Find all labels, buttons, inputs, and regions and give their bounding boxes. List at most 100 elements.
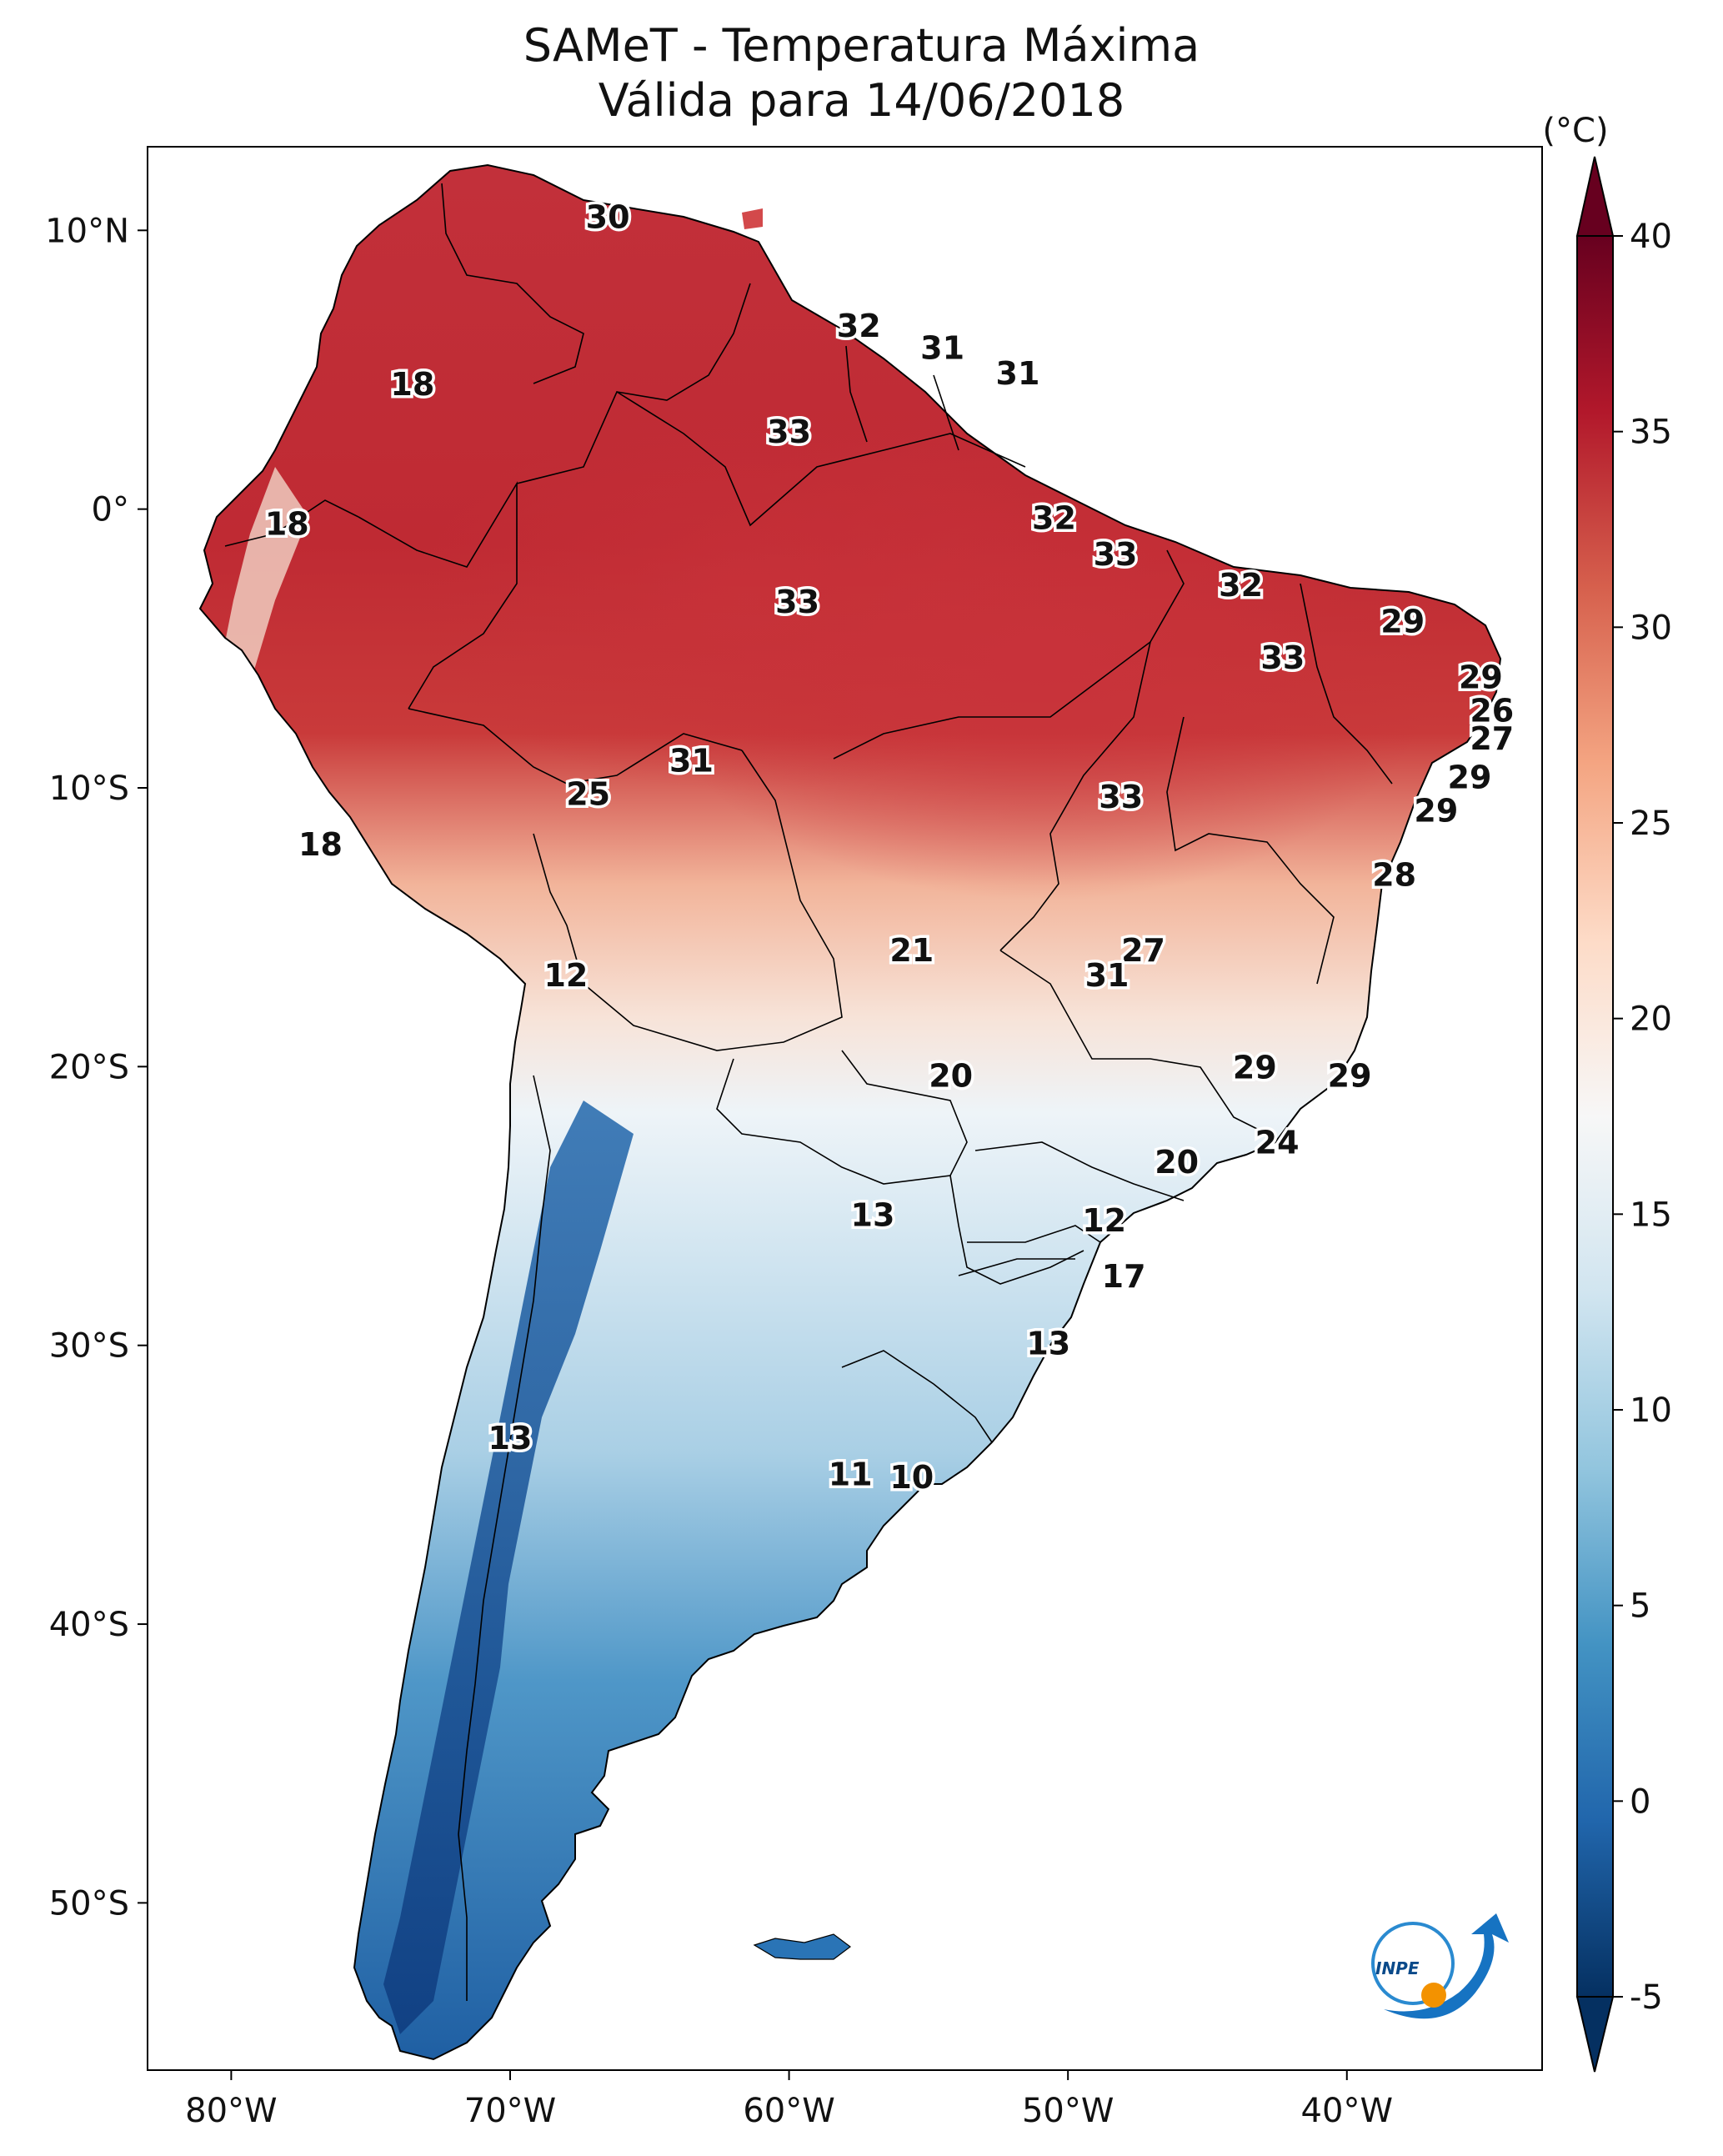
lon-tick-label: 80°W xyxy=(185,2092,277,2130)
temperature-label: 29 xyxy=(1459,659,1503,695)
temperature-label: 29 xyxy=(1448,760,1492,796)
logo-swoosh-icon xyxy=(1384,1913,1509,2019)
border-uruguay xyxy=(841,1350,993,1443)
amazon-warm-core xyxy=(417,409,1084,792)
temperature-label: 18 xyxy=(390,366,434,403)
temperature-label: 31 xyxy=(920,330,964,367)
temperature-label: 33 xyxy=(1099,779,1143,815)
border-guyana-suriname xyxy=(845,345,868,443)
temperature-label: 29 xyxy=(1414,793,1458,830)
colorbar-bottom-arrow xyxy=(1575,1996,1615,2073)
logo-text: INPE xyxy=(1375,1958,1420,1978)
temperature-label: 33 xyxy=(775,584,819,620)
temperature-label: 31 xyxy=(996,355,1040,392)
temperature-label: 32 xyxy=(1032,500,1076,537)
lat-tick-label: 50°S xyxy=(49,1884,129,1923)
temperature-label: 29 xyxy=(1328,1057,1372,1094)
temperature-label: 33 xyxy=(1260,639,1305,676)
temperature-label: 33 xyxy=(1094,536,1138,573)
lon-tick-label: 60°W xyxy=(743,2092,834,2130)
colorbar-tick-label: 25 xyxy=(1630,805,1672,843)
lat-tick-label: 40°S xyxy=(49,1606,129,1644)
falkland-islands xyxy=(753,1933,851,1960)
temperature-label: 13 xyxy=(488,1420,533,1457)
temperature-label: 21 xyxy=(889,932,934,969)
colorbar-tick-label: 20 xyxy=(1630,1000,1672,1039)
trinidad-island xyxy=(742,208,763,229)
border-paraguay xyxy=(716,1050,968,1185)
border-peru-brazil xyxy=(408,708,743,785)
lat-tick-label: 10°S xyxy=(49,770,129,808)
border-brazil-states-4 xyxy=(1300,583,1393,785)
border-suriname-guiana xyxy=(933,374,959,451)
andes-cold-band xyxy=(383,1101,634,2034)
axis-ticks: 80°W 70°W 60°W 50°W 40°W 10°N 0° 10°S 20°S 30°S 40… xyxy=(45,212,1393,2130)
andes-north-cool-band xyxy=(217,467,383,917)
colorbar: (°C) 40 35 30 25 20 15 10 5 0 -5 xyxy=(1542,112,1672,2073)
lat-tick-label: 0° xyxy=(92,491,129,529)
temperature-label: 27 xyxy=(1121,932,1165,969)
lon-tick-label: 50°W xyxy=(1022,2092,1114,2130)
temperature-label: 20 xyxy=(929,1057,973,1094)
temperature-label: 18 xyxy=(265,505,309,542)
islands xyxy=(742,208,851,1960)
map-title: SAMeT - Temperatura Máxima Válida para 1… xyxy=(0,18,1723,128)
border-bolivia xyxy=(533,750,843,1051)
colorbar-tick-label: 40 xyxy=(1630,218,1672,256)
inpe-logo: INPE xyxy=(1371,1913,1509,2019)
colorbar-tick-label: 10 xyxy=(1630,1391,1672,1430)
temperature-label: 26 xyxy=(1470,692,1514,729)
border-brazil-states-1 xyxy=(833,549,1185,760)
colorbar-ticks: 40 35 30 25 20 15 10 5 0 -5 xyxy=(1613,218,1672,2017)
map-title-line2: Válida para 14/06/2018 xyxy=(598,74,1125,127)
colorbar-body xyxy=(1576,235,1614,1998)
border-ecuador xyxy=(224,499,359,547)
border-brazil-states-6 xyxy=(974,1141,1185,1201)
temperature-label: 29 xyxy=(1380,603,1425,639)
border-venezuela-guyana xyxy=(616,283,751,401)
border-chile-argentina xyxy=(458,1075,551,2001)
logo-sun-icon xyxy=(1421,1983,1446,2008)
temperature-label: 30 xyxy=(586,199,630,236)
country-borders xyxy=(224,183,1393,2001)
lat-tick-label: 10°N xyxy=(45,212,129,250)
temperature-label: 27 xyxy=(1470,720,1514,757)
colorbar-tick-label: 5 xyxy=(1630,1587,1650,1626)
lat-tick-label: 20°S xyxy=(49,1048,129,1086)
lon-tick-label: 40°W xyxy=(1301,2092,1393,2130)
colorbar-tick-label: 15 xyxy=(1630,1196,1672,1234)
temperature-label: 10 xyxy=(889,1459,934,1496)
temperature-label: 24 xyxy=(1255,1125,1300,1161)
temperature-label: 13 xyxy=(1026,1325,1070,1361)
colorbar-tick-label: 35 xyxy=(1630,414,1672,452)
colorbar-tick-label: 30 xyxy=(1630,609,1672,647)
border-venezuela-colombia xyxy=(441,183,584,384)
border-brazil-states-8 xyxy=(958,1258,1075,1276)
temperature-label: 31 xyxy=(669,743,714,780)
colorbar-top-arrow xyxy=(1575,156,1615,237)
temperature-label: 31 xyxy=(1085,957,1129,994)
temperature-label: 12 xyxy=(543,957,588,994)
border-argentina-brazil xyxy=(949,1175,1084,1285)
colorbar-tick-label: 0 xyxy=(1630,1782,1650,1821)
temperature-label: 12 xyxy=(1082,1202,1126,1239)
border-brazil-states-3 xyxy=(1166,716,1335,985)
map-title-line1: SAMeT - Temperatura Máxima xyxy=(523,19,1200,72)
lon-tick-label: 70°W xyxy=(464,2092,556,2130)
temperature-label: 17 xyxy=(1102,1258,1146,1295)
border-brazil-states-7 xyxy=(967,1225,1101,1243)
colorbar-tick-label: -5 xyxy=(1630,1978,1663,2017)
temperature-label: 32 xyxy=(1219,567,1263,604)
logo-orbit-icon xyxy=(1371,1922,1455,2005)
temperature-label: 25 xyxy=(566,776,610,813)
temperature-label: 29 xyxy=(1233,1049,1277,1086)
temperature-label: 18 xyxy=(298,826,343,863)
lat-tick-label: 30°S xyxy=(49,1327,129,1366)
temperature-label: 32 xyxy=(837,308,881,344)
temperature-label: 33 xyxy=(767,414,811,450)
colorbar-unit: (°C) xyxy=(1542,112,1608,150)
border-brazil-states-2 xyxy=(999,641,1151,951)
temperature-label: 13 xyxy=(851,1197,895,1234)
